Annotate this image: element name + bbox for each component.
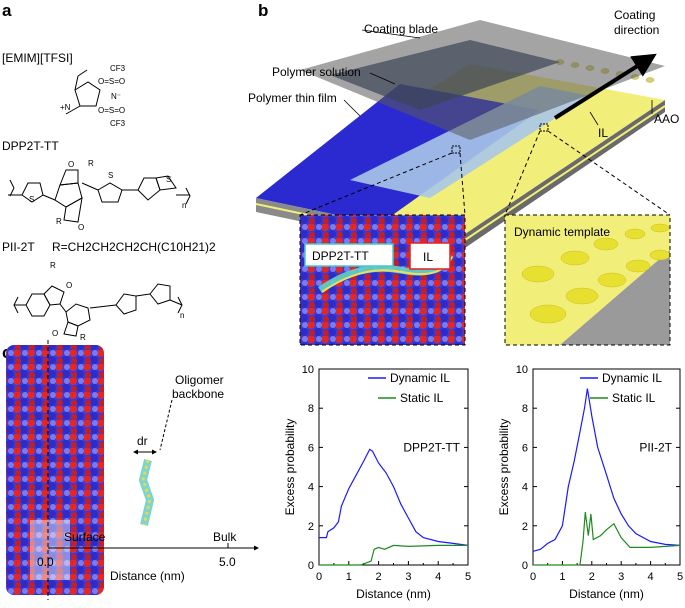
inset-label-dynamic-template: Dynamic template: [514, 225, 610, 239]
atom-n-plus: +N: [60, 103, 71, 112]
atom-o: O: [66, 281, 72, 290]
polymer1-name: DPP2T-TT: [2, 139, 59, 153]
label-oligomer-2: backbone: [172, 387, 224, 401]
label-end: 5.0: [219, 555, 236, 569]
il-name: [EMIM][TFSI]: [2, 51, 73, 65]
y-tick-label: 6: [308, 442, 314, 454]
atom-o: O: [68, 160, 74, 169]
x-tick-label: 4: [435, 571, 441, 583]
oligomer: [138, 459, 155, 526]
x-tick-label: 1: [346, 571, 352, 583]
label-oligomer-1: Oligomer: [175, 373, 224, 387]
label-bulk: Bulk: [213, 530, 237, 544]
panel-label-b: b: [258, 1, 268, 20]
atom-r: R: [56, 217, 62, 226]
polymer2-name: PII-2T: [2, 240, 35, 254]
inset-label-polymer: DPP2T-TT: [312, 249, 369, 263]
tfsi-structure: CF3 O=S=O N⁻ O=S=O CF3: [98, 64, 126, 128]
atom-r: R: [50, 261, 56, 270]
panel-c-cylinder: Oligomer backbone dr Surface Bulk 0.0 5.…: [6, 340, 259, 600]
atom-cf3: CF3: [110, 64, 126, 73]
series-line-static-il: [533, 512, 681, 566]
y-tick-label: 2: [522, 521, 528, 533]
legend-label: Static IL: [400, 391, 444, 405]
panel-b-coating-schematic: Coating blade Coating direction Polymer …: [248, 8, 679, 346]
label-aao: AAO: [654, 112, 679, 126]
label-dr: dr: [137, 434, 148, 448]
inset-dynamic-template: Dynamic template: [504, 214, 671, 346]
r-group-definition: R=CH2CH2CH2CH(C10H21)2: [52, 240, 216, 254]
series-line-dynamic-il: [319, 448, 469, 546]
atom-s: S: [29, 195, 34, 204]
label-coating-blade: Coating blade: [364, 22, 438, 36]
atom-r: R: [80, 333, 86, 342]
x-tick-label: 2: [589, 571, 595, 583]
x-axis-label: Distance (nm): [356, 587, 431, 601]
atom-n-minus: N⁻: [111, 92, 121, 101]
label-coating-direction-1: Coating: [614, 8, 655, 22]
x-tick-label: 3: [618, 571, 624, 583]
pii-2t-structure: [13, 283, 183, 337]
y-tick-label: 6: [522, 442, 528, 454]
atom-so2: O=S=O: [98, 106, 125, 115]
label-polymer-thin-film: Polymer thin film: [248, 91, 337, 105]
label-surface: Surface: [64, 530, 106, 544]
label-coating-direction-2: direction: [614, 23, 659, 37]
x-tick-label: 3: [405, 571, 411, 583]
legend-label: Dynamic IL: [602, 371, 662, 385]
series-line-dynamic-il: [532, 388, 681, 552]
dpp2t-tt-structure: [8, 169, 191, 223]
emim-structure: [65, 69, 101, 115]
y-tick-label: 0: [522, 560, 528, 572]
y-tick-label: 10: [516, 364, 528, 376]
y-axis-label: Excess probability: [497, 419, 511, 516]
coating-blade-edge: [330, 40, 560, 110]
atom-r: R: [88, 159, 94, 168]
x-tick-label: 0: [530, 571, 536, 583]
atom-o: O: [52, 329, 58, 338]
y-tick-label: 8: [308, 403, 314, 415]
coating-direction-arrow: [553, 53, 657, 120]
label-polymer-solution: Polymer solution: [272, 65, 361, 79]
chart-pii-2t: 0 1 2 3 4 5 0 2 4 6 8 10 Distance (nm) Excess probabi…: [497, 364, 683, 601]
x-tick-label: 4: [648, 571, 654, 583]
x-tick-label: 0: [316, 571, 322, 583]
atom-so2: O=S=O: [98, 77, 125, 86]
atom-subscript-n: n: [182, 201, 186, 210]
aao-pore-cylinder: [6, 345, 104, 595]
label-distance: Distance (nm): [110, 569, 185, 583]
atom-o: O: [78, 223, 84, 232]
x-tick-label: 5: [677, 571, 683, 583]
panel-a: [EMIM][TFSI] +N CF3 O=S=O N⁻ O=S=O CF3 D…: [2, 51, 216, 342]
y-tick-label: 8: [522, 403, 528, 415]
chart-annotation: PII-2T: [639, 440, 672, 454]
x-tick-label: 2: [376, 571, 382, 583]
atom-s: S: [166, 175, 171, 184]
y-axis-label: Excess probability: [283, 419, 297, 516]
x-tick-label: 5: [465, 571, 471, 583]
x-axis-label: Distance (nm): [569, 587, 644, 601]
legend-label: Static IL: [612, 391, 656, 405]
chart-dpp2t-tt: 0 1 2 3 4 5 0 2 4 6 8 10 Distance (nm) Excess probabi…: [283, 364, 471, 601]
y-tick-label: 10: [302, 364, 314, 376]
panel-label-a: a: [2, 1, 12, 20]
inset-label-il: IL: [423, 250, 433, 264]
label-il: IL: [598, 126, 608, 140]
chart-annotation: DPP2T-TT: [403, 440, 460, 454]
inset-molecular-simulation: DPP2T-TT IL: [299, 214, 466, 346]
atom-cf3: CF3: [110, 119, 126, 128]
x-tick-label: 1: [559, 571, 565, 583]
y-tick-label: 4: [308, 482, 314, 494]
y-tick-label: 0: [308, 560, 314, 572]
y-tick-label: 2: [308, 521, 314, 533]
atom-subscript-n: n: [180, 311, 184, 320]
atom-s: S: [108, 171, 113, 180]
label-start: 0.0: [37, 555, 54, 569]
series-line-static-il: [319, 544, 468, 566]
y-tick-label: 4: [522, 482, 528, 494]
legend-label: Dynamic IL: [390, 371, 450, 385]
